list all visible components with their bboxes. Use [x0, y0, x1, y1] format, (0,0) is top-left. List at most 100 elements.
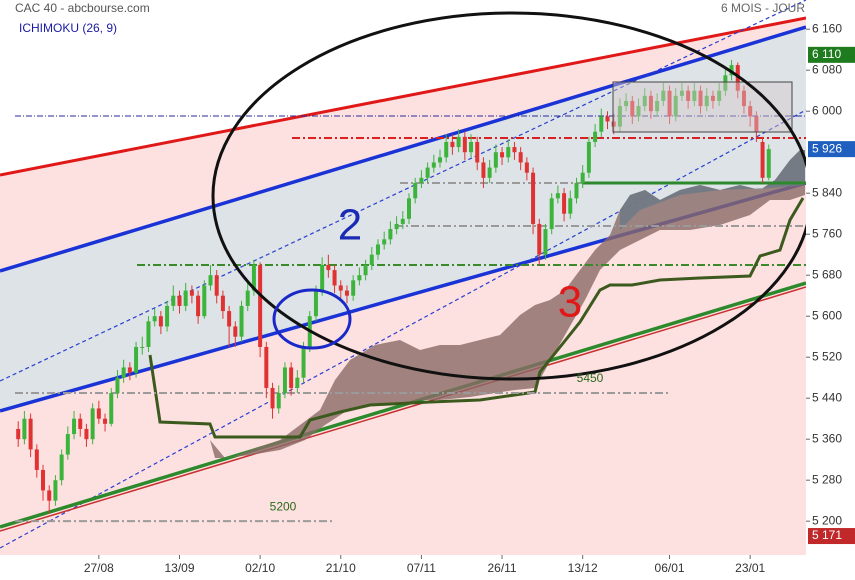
- candle-body: [351, 280, 356, 296]
- candle-body: [388, 229, 393, 240]
- candle-body: [456, 136, 461, 148]
- candle-body: [183, 290, 188, 306]
- candle-body: [642, 95, 647, 107]
- highlight-ellipse: [211, 11, 806, 381]
- candle-body: [562, 193, 567, 214]
- candle-body: [363, 264, 368, 276]
- candle-body: [239, 305, 244, 337]
- candle-body: [245, 290, 250, 306]
- channel-top: [0, 25, 806, 273]
- candle-body: [59, 454, 64, 481]
- candle-body: [34, 449, 39, 470]
- candle-body: [549, 198, 554, 230]
- candle-body: [766, 149, 771, 178]
- candle-body: [599, 116, 604, 132]
- candle-body: [400, 218, 405, 224]
- y-tick-label: 5 840: [812, 185, 842, 199]
- candle-body: [717, 90, 722, 101]
- candle-body: [425, 167, 430, 178]
- candle-body: [487, 167, 492, 178]
- y-tick-label: 6 000: [812, 103, 842, 117]
- candle-body: [531, 172, 536, 224]
- candle-body: [661, 90, 666, 101]
- y-tick-label: 5 440: [812, 390, 842, 404]
- candle-body: [493, 152, 498, 168]
- candle-body: [332, 270, 337, 286]
- candle-body: [171, 295, 176, 306]
- candle-body: [760, 141, 765, 178]
- candle-body: [524, 162, 529, 173]
- candle-body: [208, 275, 213, 286]
- y-tick-label: 5 520: [812, 349, 842, 363]
- resistance-line: [0, 16, 806, 177]
- candle-body: [90, 408, 95, 440]
- x-tick-label: 23/01: [735, 561, 765, 575]
- candle-body: [574, 182, 579, 199]
- candle-body: [202, 285, 207, 317]
- candle-body: [630, 100, 635, 117]
- candle-body: [450, 141, 455, 148]
- candle-body: [140, 346, 145, 348]
- candle-body: [65, 434, 70, 455]
- candle-body: [96, 408, 101, 419]
- y-tick-label: 5 600: [812, 308, 842, 322]
- candle-body: [555, 193, 560, 199]
- candle-body: [289, 367, 294, 388]
- candle-body: [134, 346, 139, 373]
- level-label: 5200: [270, 499, 297, 513]
- candle-body: [512, 147, 517, 153]
- candle-body: [444, 141, 449, 158]
- candle-body: [375, 244, 380, 255]
- candle-body: [462, 136, 467, 153]
- x-tick-label: 26/11: [487, 561, 516, 575]
- x-tick-label: 21/10: [326, 561, 356, 575]
- candle-body: [580, 172, 585, 183]
- candle-body: [103, 418, 108, 424]
- candle-body: [543, 229, 548, 255]
- ichimoku-cloud: [620, 150, 805, 230]
- candle-body: [586, 141, 591, 173]
- candle-body: [338, 285, 343, 291]
- candle-body: [667, 90, 672, 117]
- candle-body: [605, 116, 610, 122]
- candle-body: [109, 393, 114, 424]
- candle-body: [214, 275, 219, 296]
- candle-body: [165, 305, 170, 327]
- candle-body: [313, 290, 318, 317]
- candle-body: [72, 418, 77, 435]
- candle-body: [735, 65, 740, 91]
- range-box: [612, 81, 793, 133]
- x-tick-label: 27/08: [84, 561, 114, 575]
- candle-body: [704, 95, 709, 107]
- price-label-box: [808, 141, 855, 158]
- candle-body: [121, 367, 126, 378]
- candle-body: [636, 106, 641, 117]
- y-tick-label: 5 680: [812, 267, 842, 281]
- candle-body: [741, 90, 746, 107]
- candle-body: [568, 198, 573, 214]
- period-label: 6 MOIS - JOUR: [721, 1, 805, 15]
- candle-body: [469, 141, 474, 153]
- candle-body: [407, 198, 411, 219]
- candle-body: [648, 95, 653, 112]
- x-tick-label: 13/09: [164, 561, 194, 575]
- candle-body: [344, 290, 349, 296]
- candle-body: [692, 90, 697, 101]
- price-label: 5 171: [812, 528, 842, 542]
- candle-body: [158, 316, 163, 327]
- candle-body: [723, 75, 728, 91]
- candle-body: [47, 490, 52, 501]
- x-tick-label: 07/11: [407, 561, 436, 575]
- candle-body: [686, 90, 691, 101]
- candle-body: [227, 311, 232, 327]
- chart-title: CAC 40 - abcbourse.com: [15, 1, 150, 15]
- candle-body: [115, 377, 120, 394]
- y-tick-label: 6 080: [812, 62, 842, 76]
- candle-body: [233, 326, 238, 337]
- candle-body: [710, 95, 715, 101]
- price-label-box: [808, 46, 855, 63]
- candles: [15, 59, 771, 523]
- indicator-label: ICHIMOKU (26, 9): [19, 21, 117, 35]
- y-tick-label: 5 760: [812, 226, 842, 240]
- candle-body: [276, 393, 281, 409]
